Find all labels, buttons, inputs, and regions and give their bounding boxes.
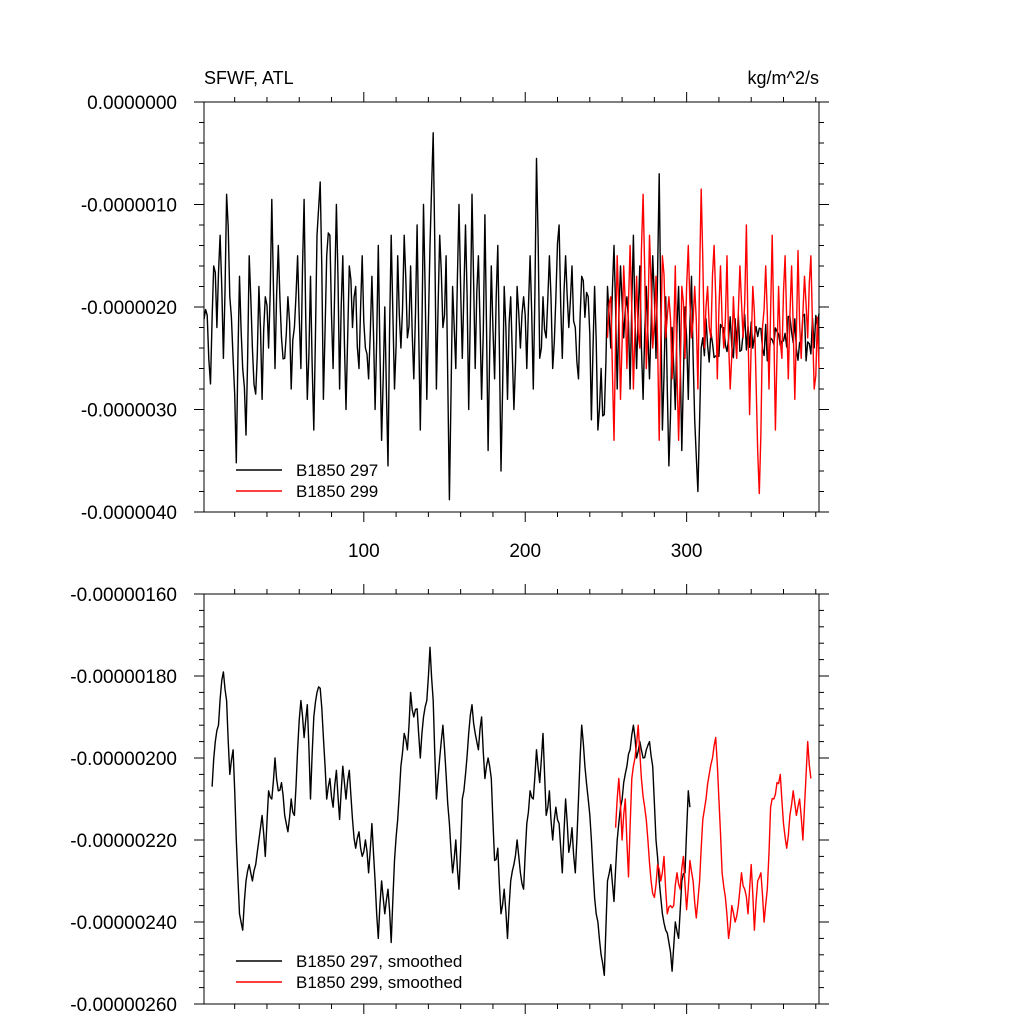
bottom-plot-frame: [203, 593, 820, 1005]
top-x-axis: 100 200 300: [234, 92, 817, 562]
bottom-legend-label-299: B1850 299, smoothed: [296, 973, 462, 992]
bottom-legend-label-297: B1850 297, smoothed: [296, 952, 462, 971]
top-legend: B1850 297 B1850 299: [236, 461, 378, 501]
bottom-ytick-label: -0.00000180: [70, 667, 177, 688]
bottom-series-line-297: [211, 646, 691, 976]
bottom-panel: -0.00000160 -0.00000180 -0.00000200 -0.0000…: [70, 584, 829, 1016]
bottom-series-group: [211, 646, 812, 976]
bottom-ytick-label: -0.00000200: [70, 749, 177, 770]
bottom-series-line-299: [614, 724, 812, 940]
top-ytick-label: -0.0000030: [81, 401, 177, 422]
top-title-right: kg/m^2/s: [748, 68, 819, 88]
bottom-legend: B1850 297, smoothed B1850 299, smoothed: [236, 952, 462, 992]
top-ytick-label: 0.0000000: [87, 93, 177, 114]
top-xtick-label: 200: [509, 541, 541, 562]
top-ytick-label: -0.0000010: [81, 196, 177, 217]
bottom-x-axis: [234, 584, 817, 1014]
top-series-group: [203, 132, 820, 501]
bottom-ytick-label: -0.00000240: [70, 913, 177, 934]
top-series-line-297: [203, 132, 820, 501]
top-series-line-299: [606, 188, 820, 495]
top-ytick-label: -0.0000040: [81, 503, 177, 524]
top-xtick-label: 100: [348, 541, 380, 562]
top-legend-label-299: B1850 299: [296, 482, 378, 501]
bottom-y-axis: -0.00000160 -0.00000180 -0.00000200 -0.0000…: [70, 585, 829, 1016]
top-xtick-label: 300: [671, 541, 703, 562]
bottom-ytick-label: -0.00000160: [70, 585, 177, 606]
top-y-axis: 0.0000000 -0.0000010 -0.0000020 -0.0000030 -…: [81, 93, 829, 524]
top-title-left: SFWF, ATL: [204, 68, 294, 88]
bottom-ytick-label: -0.00000220: [70, 831, 177, 852]
top-ytick-label: -0.0000020: [81, 298, 177, 319]
top-panel: SFWF, ATL kg/m^2/s 0.0000000 -0.0000010 -0…: [81, 68, 829, 562]
top-legend-label-297: B1850 297: [296, 461, 378, 480]
bottom-ytick-label: -0.00000260: [70, 995, 177, 1016]
